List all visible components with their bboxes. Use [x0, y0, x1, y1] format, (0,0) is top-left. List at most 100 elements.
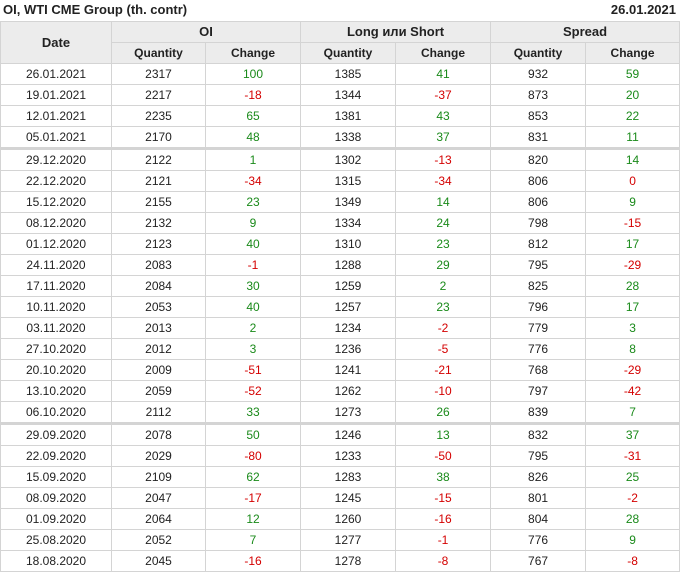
oi-change-cell: 62 [204, 466, 302, 488]
oi-change-cell: 23 [204, 191, 302, 213]
spread-quantity-cell: 832 [490, 422, 587, 446]
ls-quantity-cell: 1288 [300, 254, 397, 276]
report-date: 26.01.2021 [610, 2, 676, 17]
ls-change-cell: 29 [395, 254, 492, 276]
oi-quantity-cell: 2132 [111, 212, 206, 234]
spread-change-cell: 9 [585, 529, 680, 551]
spread-quantity-cell: 820 [490, 147, 587, 171]
table-row: 19.01.2021 2217 -18 1344 -37 873 20 [0, 84, 680, 106]
spread-change-cell: 37 [585, 422, 680, 446]
date-cell: 06.10.2020 [0, 401, 112, 424]
spread-quantity-cell: 776 [490, 529, 587, 551]
ls-quantity-cell: 1302 [300, 147, 397, 171]
ls-change-cell: -16 [395, 508, 492, 530]
table-row: 08.09.2020 2047 -17 1245 -15 801 -2 [0, 487, 680, 509]
spread-change-cell: 28 [585, 275, 680, 297]
spread-quantity-cell: 826 [490, 466, 587, 488]
oi-change-cell: 30 [204, 275, 302, 297]
spread-change-cell: 0 [585, 170, 680, 192]
spread-quantity-cell: 801 [490, 487, 587, 509]
header-spread: Spread [490, 21, 680, 43]
ls-quantity-cell: 1338 [300, 126, 397, 149]
date-cell: 22.09.2020 [0, 445, 112, 467]
oi-quantity-cell: 2029 [111, 445, 206, 467]
oi-quantity-cell: 2013 [111, 317, 206, 339]
ls-change-cell: 24 [395, 212, 492, 234]
ls-change-cell: -50 [395, 445, 492, 467]
spread-change-cell: -2 [585, 487, 680, 509]
ls-quantity-cell: 1381 [300, 105, 397, 127]
spread-change-cell: 25 [585, 466, 680, 488]
ls-change-cell: -5 [395, 338, 492, 360]
header-long-short: Long или Short [300, 21, 492, 43]
oi-quantity-cell: 2009 [111, 359, 206, 381]
oi-change-cell: 50 [204, 422, 302, 446]
table-row: 22.09.2020 2029 -80 1233 -50 795 -31 [0, 445, 680, 467]
ls-quantity-cell: 1233 [300, 445, 397, 467]
ls-change-cell: 23 [395, 296, 492, 318]
ls-change-cell: -8 [395, 550, 492, 572]
spread-quantity-cell: 932 [490, 63, 587, 85]
spread-change-cell: 14 [585, 147, 680, 171]
spread-change-cell: -29 [585, 359, 680, 381]
oi-quantity-cell: 2235 [111, 105, 206, 127]
ls-quantity-cell: 1349 [300, 191, 397, 213]
spread-quantity-cell: 767 [490, 550, 587, 572]
table-row: 25.08.2020 2052 7 1277 -1 776 9 [0, 529, 680, 551]
date-cell: 29.09.2020 [0, 422, 112, 446]
oi-change-cell: 40 [204, 296, 302, 318]
spread-change-cell: 17 [585, 233, 680, 255]
date-cell: 08.09.2020 [0, 487, 112, 509]
date-cell: 29.12.2020 [0, 147, 112, 171]
ls-change-cell: 2 [395, 275, 492, 297]
oi-change-cell: 7 [204, 529, 302, 551]
header-oi-quantity: Quantity [111, 42, 206, 64]
oi-quantity-cell: 2045 [111, 550, 206, 572]
oi-quantity-cell: 2059 [111, 380, 206, 402]
spread-change-cell: 3 [585, 317, 680, 339]
ls-change-cell: 38 [395, 466, 492, 488]
table-row: 22.12.2020 2121 -34 1315 -34 806 0 [0, 170, 680, 192]
oi-quantity-cell: 2170 [111, 126, 206, 149]
spread-quantity-cell: 776 [490, 338, 587, 360]
oi-change-cell: -52 [204, 380, 302, 402]
oi-change-cell: 65 [204, 105, 302, 127]
oi-change-cell: 40 [204, 233, 302, 255]
ls-quantity-cell: 1262 [300, 380, 397, 402]
ls-change-cell: -37 [395, 84, 492, 106]
ls-change-cell: 43 [395, 105, 492, 127]
ls-change-cell: -2 [395, 317, 492, 339]
spread-quantity-cell: 804 [490, 508, 587, 530]
oi-change-cell: -18 [204, 84, 302, 106]
table-row: 03.11.2020 2013 2 1234 -2 779 3 [0, 317, 680, 339]
ls-change-cell: -13 [395, 147, 492, 171]
date-cell: 08.12.2020 [0, 212, 112, 234]
date-cell: 12.01.2021 [0, 105, 112, 127]
ls-quantity-cell: 1278 [300, 550, 397, 572]
ls-change-cell: 41 [395, 63, 492, 85]
spread-quantity-cell: 806 [490, 191, 587, 213]
date-cell: 27.10.2020 [0, 338, 112, 360]
oi-change-cell: 9 [204, 212, 302, 234]
oi-change-cell: -51 [204, 359, 302, 381]
ls-change-cell: -1 [395, 529, 492, 551]
table-row: 01.09.2020 2064 12 1260 -16 804 28 [0, 508, 680, 530]
table-row: 29.09.2020 2078 50 1246 13 832 37 [0, 422, 680, 446]
spread-quantity-cell: 768 [490, 359, 587, 381]
oi-quantity-cell: 2123 [111, 233, 206, 255]
ls-quantity-cell: 1283 [300, 466, 397, 488]
oi-quantity-cell: 2064 [111, 508, 206, 530]
oi-change-cell: 1 [204, 147, 302, 171]
oi-quantity-cell: 2078 [111, 422, 206, 446]
ls-quantity-cell: 1246 [300, 422, 397, 446]
header-spread-change: Change [585, 42, 680, 64]
ls-quantity-cell: 1277 [300, 529, 397, 551]
spread-quantity-cell: 806 [490, 170, 587, 192]
oi-quantity-cell: 2155 [111, 191, 206, 213]
oi-change-cell: -34 [204, 170, 302, 192]
ls-quantity-cell: 1236 [300, 338, 397, 360]
date-cell: 19.01.2021 [0, 84, 112, 106]
spread-change-cell: -15 [585, 212, 680, 234]
oi-change-cell: 48 [204, 126, 302, 149]
ls-change-cell: -10 [395, 380, 492, 402]
